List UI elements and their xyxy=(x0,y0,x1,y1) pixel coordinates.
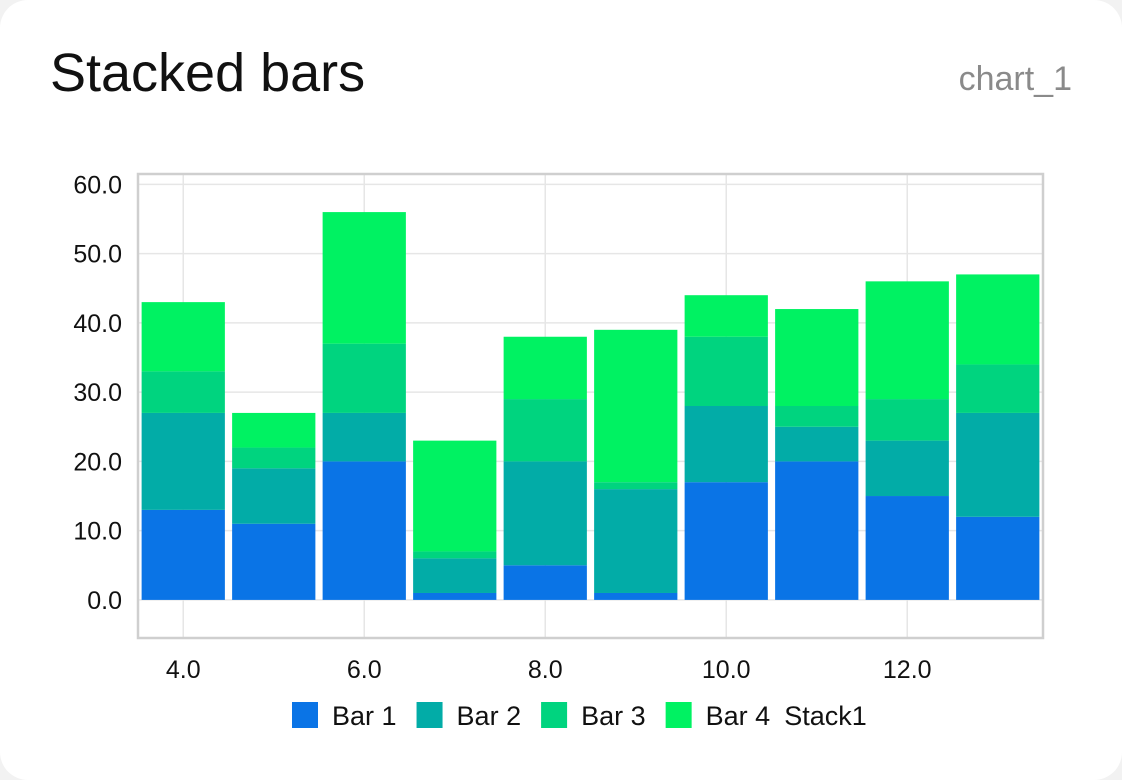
legend-label: Bar 2 xyxy=(457,701,522,731)
bar-segment-4 xyxy=(503,336,587,400)
x-tick-label: 4.0 xyxy=(166,656,201,684)
bar-segment-4 xyxy=(775,309,859,406)
bar-segment-4 xyxy=(232,412,316,448)
bar-segment-4 xyxy=(594,329,678,483)
bar-segment-3 xyxy=(594,482,678,490)
bar-segment-2 xyxy=(594,489,678,593)
bar-segment-3 xyxy=(775,406,859,427)
bar-segment-1 xyxy=(594,592,678,600)
legend-swatch xyxy=(292,702,318,728)
bar-segment-3 xyxy=(232,447,316,469)
bar-segment-2 xyxy=(503,461,587,566)
bar-segment-4 xyxy=(413,440,497,552)
y-tick-label: 30.0 xyxy=(73,379,122,407)
bar-segment-4 xyxy=(322,212,406,344)
legend-label: Bar 1 xyxy=(332,701,397,731)
legend: Bar 1 Bar 2 Bar 3 Bar 4 Stack1 xyxy=(292,701,867,731)
bar-segment-3 xyxy=(503,399,587,462)
x-tick-label: 10.0 xyxy=(702,656,751,684)
legend-label: Bar 4 xyxy=(706,701,771,731)
bar-segment-1 xyxy=(141,509,225,600)
x-axis: 4.0 6.0 8.0 10.0 12.0 xyxy=(166,656,932,684)
bar-segment-2 xyxy=(232,468,316,524)
bar-segment-1 xyxy=(956,516,1040,600)
bar-segment-4 xyxy=(141,302,225,372)
bar-segment-2 xyxy=(413,558,497,593)
chart-title: Stacked bars xyxy=(50,43,366,103)
bar-segment-3 xyxy=(956,364,1040,413)
bar-segment-1 xyxy=(503,565,587,600)
bar-segment-2 xyxy=(322,412,406,462)
bar-segment-1 xyxy=(413,592,497,600)
bar-segment-3 xyxy=(684,336,768,406)
x-tick-label: 6.0 xyxy=(347,656,382,684)
bar-segment-3 xyxy=(141,371,225,413)
legend-stack-label: Stack1 xyxy=(784,701,867,731)
bars xyxy=(141,212,1040,600)
bar-segment-2 xyxy=(141,412,225,510)
bar-segment-2 xyxy=(865,440,949,497)
bar-segment-3 xyxy=(322,343,406,413)
legend-swatch xyxy=(416,702,443,728)
bar-segment-2 xyxy=(684,406,768,483)
y-tick-label: 50.0 xyxy=(73,241,122,269)
x-tick-label: 12.0 xyxy=(883,656,932,684)
y-tick-label: 0.0 xyxy=(87,587,122,615)
bar-segment-1 xyxy=(684,482,768,600)
chart-id-label: chart_1 xyxy=(958,60,1072,98)
y-tick-label: 40.0 xyxy=(73,310,122,338)
legend-label: Bar 3 xyxy=(581,701,646,731)
y-tick-label: 20.0 xyxy=(73,448,122,476)
bar-segment-1 xyxy=(775,461,859,600)
bar-segment-3 xyxy=(865,399,949,441)
x-tick-label: 8.0 xyxy=(528,656,563,684)
plot-frame xyxy=(136,172,1045,640)
bar-segment-2 xyxy=(956,412,1040,517)
y-axis: 0.0 10.0 20.0 30.0 40.0 50.0 60.0 xyxy=(73,171,122,615)
bar-segment-2 xyxy=(775,426,859,462)
bar-segment-4 xyxy=(684,295,768,337)
legend-swatch xyxy=(541,702,568,728)
bar-segment-1 xyxy=(232,523,316,600)
y-tick-label: 60.0 xyxy=(73,171,122,199)
bar-segment-1 xyxy=(322,461,406,600)
legend-swatch xyxy=(665,702,692,728)
bar-segment-4 xyxy=(956,274,1040,365)
y-tick-label: 10.0 xyxy=(73,518,122,546)
bar-segment-1 xyxy=(865,496,949,600)
bar-segment-4 xyxy=(865,281,949,400)
bar-segment-3 xyxy=(413,551,497,559)
